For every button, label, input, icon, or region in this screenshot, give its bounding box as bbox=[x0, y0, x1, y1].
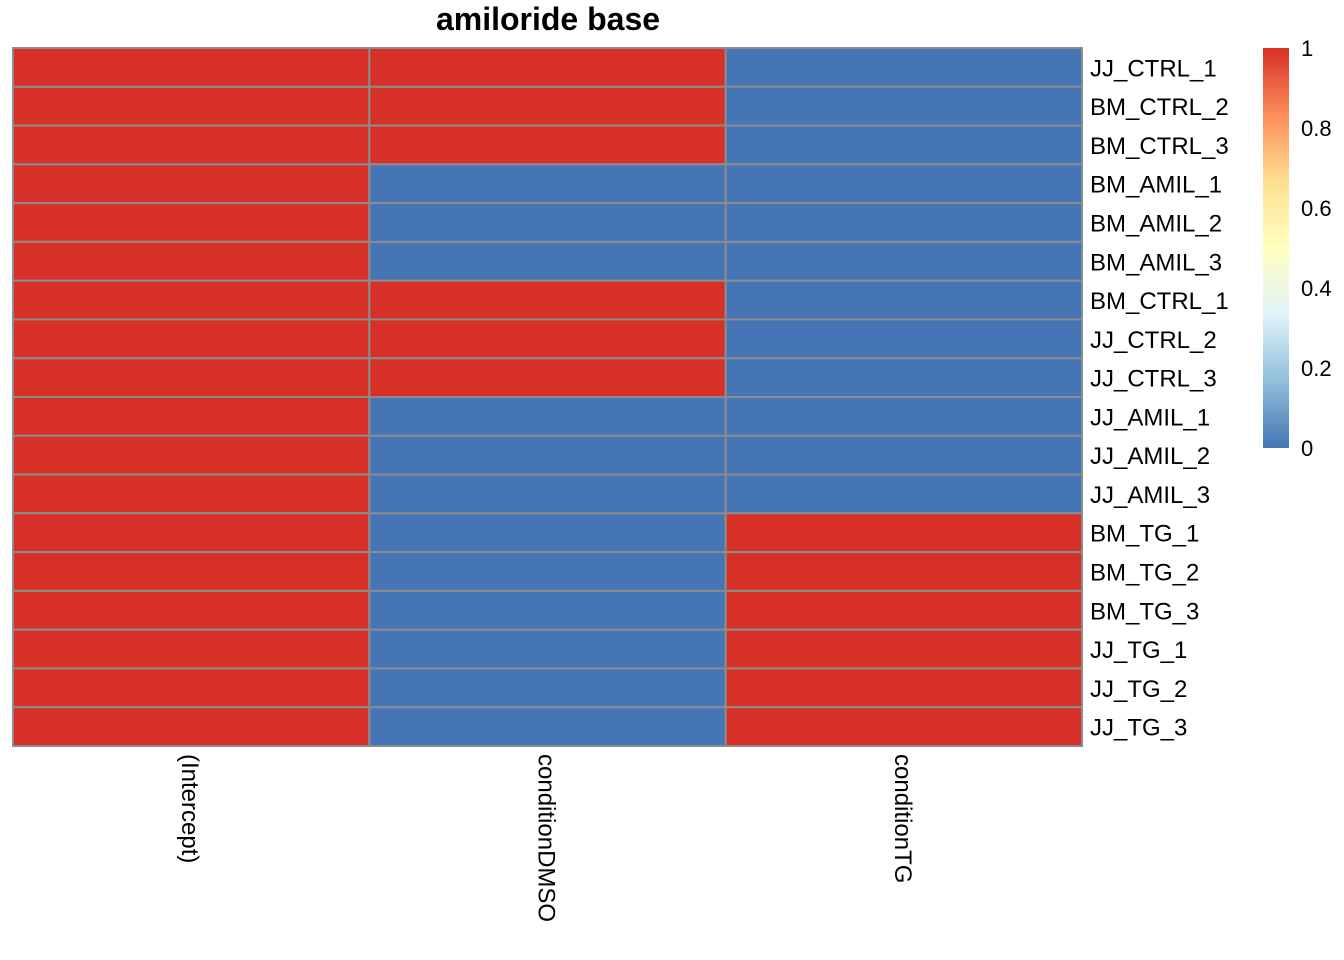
heatmap-cell bbox=[368, 202, 727, 243]
row-label: BM_AMIL_2 bbox=[1090, 211, 1222, 238]
heatmap-cell bbox=[724, 434, 1084, 476]
column-label: conditionTG bbox=[889, 754, 916, 883]
legend-tick-label: 0.2 bbox=[1301, 356, 1332, 381]
row-label: JJ_AMIL_2 bbox=[1090, 443, 1210, 470]
heatmap-cell bbox=[12, 318, 371, 360]
heatmap-cell bbox=[368, 318, 727, 360]
heatmap-cell bbox=[368, 124, 727, 166]
heatmap-cells bbox=[12, 47, 1084, 748]
row-label: BM_CTRL_3 bbox=[1090, 133, 1229, 160]
row-label: JJ_TG_2 bbox=[1090, 676, 1187, 703]
legend-tick-label: 0.6 bbox=[1301, 196, 1332, 221]
legend-color-bar bbox=[1263, 48, 1289, 448]
heatmap-cell bbox=[12, 512, 371, 554]
row-labels: JJ_CTRL_1 BM_CTRL_2 BM_CTRL_3 BM_AMIL_1 BM_A… bbox=[1090, 55, 1229, 741]
heatmap-cell bbox=[368, 163, 727, 205]
heatmap-cell bbox=[368, 357, 727, 399]
heatmap-cell bbox=[12, 706, 371, 748]
heatmap-cell bbox=[724, 706, 1084, 748]
heatmap-cell bbox=[368, 589, 727, 631]
heatmap-cell bbox=[368, 47, 727, 88]
heatmap-cell bbox=[368, 706, 727, 748]
heatmap-cell bbox=[12, 85, 371, 127]
column-labels: (Intercept) conditionDMSO conditionTG bbox=[176, 754, 916, 922]
heatmap-cell bbox=[12, 357, 371, 399]
heatmap-cell bbox=[724, 318, 1084, 360]
heatmap-cell bbox=[724, 202, 1084, 243]
heatmap-cell bbox=[724, 512, 1084, 554]
row-label: BM_TG_2 bbox=[1090, 560, 1199, 587]
heatmap-cell bbox=[12, 628, 371, 670]
heatmap-cell bbox=[12, 124, 371, 166]
heatmap-cell bbox=[724, 85, 1084, 127]
heatmap-cell bbox=[368, 667, 727, 709]
row-label: BM_CTRL_1 bbox=[1090, 288, 1229, 315]
row-label: BM_CTRL_2 bbox=[1090, 94, 1229, 121]
heatmap-cell bbox=[12, 667, 371, 709]
heatmap-cell bbox=[12, 589, 371, 631]
heatmap-cell bbox=[12, 396, 371, 437]
heatmap-cell bbox=[12, 47, 371, 88]
legend-tick-label: 0.4 bbox=[1301, 276, 1332, 301]
color-legend: 0 0.2 0.4 0.6 0.8 1 bbox=[1263, 36, 1332, 461]
heatmap-cell bbox=[368, 628, 727, 670]
heatmap-cell bbox=[12, 473, 371, 515]
heatmap-cell bbox=[368, 473, 727, 515]
heatmap-cell bbox=[12, 279, 371, 321]
heatmap-cell bbox=[368, 240, 727, 282]
heatmap-cell bbox=[724, 667, 1084, 709]
heatmap-cell bbox=[368, 85, 727, 127]
heatmap-cell bbox=[368, 434, 727, 476]
heatmap-cell bbox=[724, 551, 1084, 592]
heatmap-cell bbox=[12, 434, 371, 476]
heatmap-cell bbox=[368, 396, 727, 437]
heatmap-cell bbox=[724, 124, 1084, 166]
row-label: JJ_TG_1 bbox=[1090, 637, 1187, 664]
heatmap-cell bbox=[12, 202, 371, 243]
legend-tick-label: 0.8 bbox=[1301, 116, 1332, 141]
heatmap-cell bbox=[724, 47, 1084, 88]
row-label: JJ_CTRL_1 bbox=[1090, 55, 1217, 82]
heatmap-cell bbox=[724, 357, 1084, 399]
row-label: JJ_TG_3 bbox=[1090, 715, 1187, 742]
row-label: BM_AMIL_1 bbox=[1090, 172, 1222, 199]
chart-title: amiloride base bbox=[436, 1, 660, 37]
heatmap-cell bbox=[724, 163, 1084, 205]
heatmap-cell bbox=[368, 551, 727, 592]
legend-tick-label: 1 bbox=[1301, 36, 1313, 61]
heatmap-cell bbox=[12, 240, 371, 282]
column-label: conditionDMSO bbox=[533, 754, 560, 922]
row-label: JJ_CTRL_3 bbox=[1090, 366, 1217, 393]
heatmap-cell bbox=[12, 163, 371, 205]
heatmap-cell bbox=[368, 279, 727, 321]
row-label: BM_AMIL_3 bbox=[1090, 249, 1222, 276]
row-label: JJ_AMIL_3 bbox=[1090, 482, 1210, 509]
heatmap-cell bbox=[724, 589, 1084, 631]
column-label: (Intercept) bbox=[176, 754, 203, 863]
heatmap-cell bbox=[368, 512, 727, 554]
legend-tick-label: 0 bbox=[1301, 436, 1313, 461]
row-label: JJ_CTRL_2 bbox=[1090, 327, 1217, 354]
row-label: BM_TG_1 bbox=[1090, 521, 1199, 548]
heatmap-cell bbox=[12, 551, 371, 592]
row-label: BM_TG_3 bbox=[1090, 598, 1199, 625]
heatmap-cell bbox=[724, 396, 1084, 437]
heatmap-cell bbox=[724, 473, 1084, 515]
heatmap-cell bbox=[724, 628, 1084, 670]
heatmap-cell bbox=[724, 240, 1084, 282]
heatmap-cell bbox=[724, 279, 1084, 321]
row-label: JJ_AMIL_1 bbox=[1090, 404, 1210, 431]
